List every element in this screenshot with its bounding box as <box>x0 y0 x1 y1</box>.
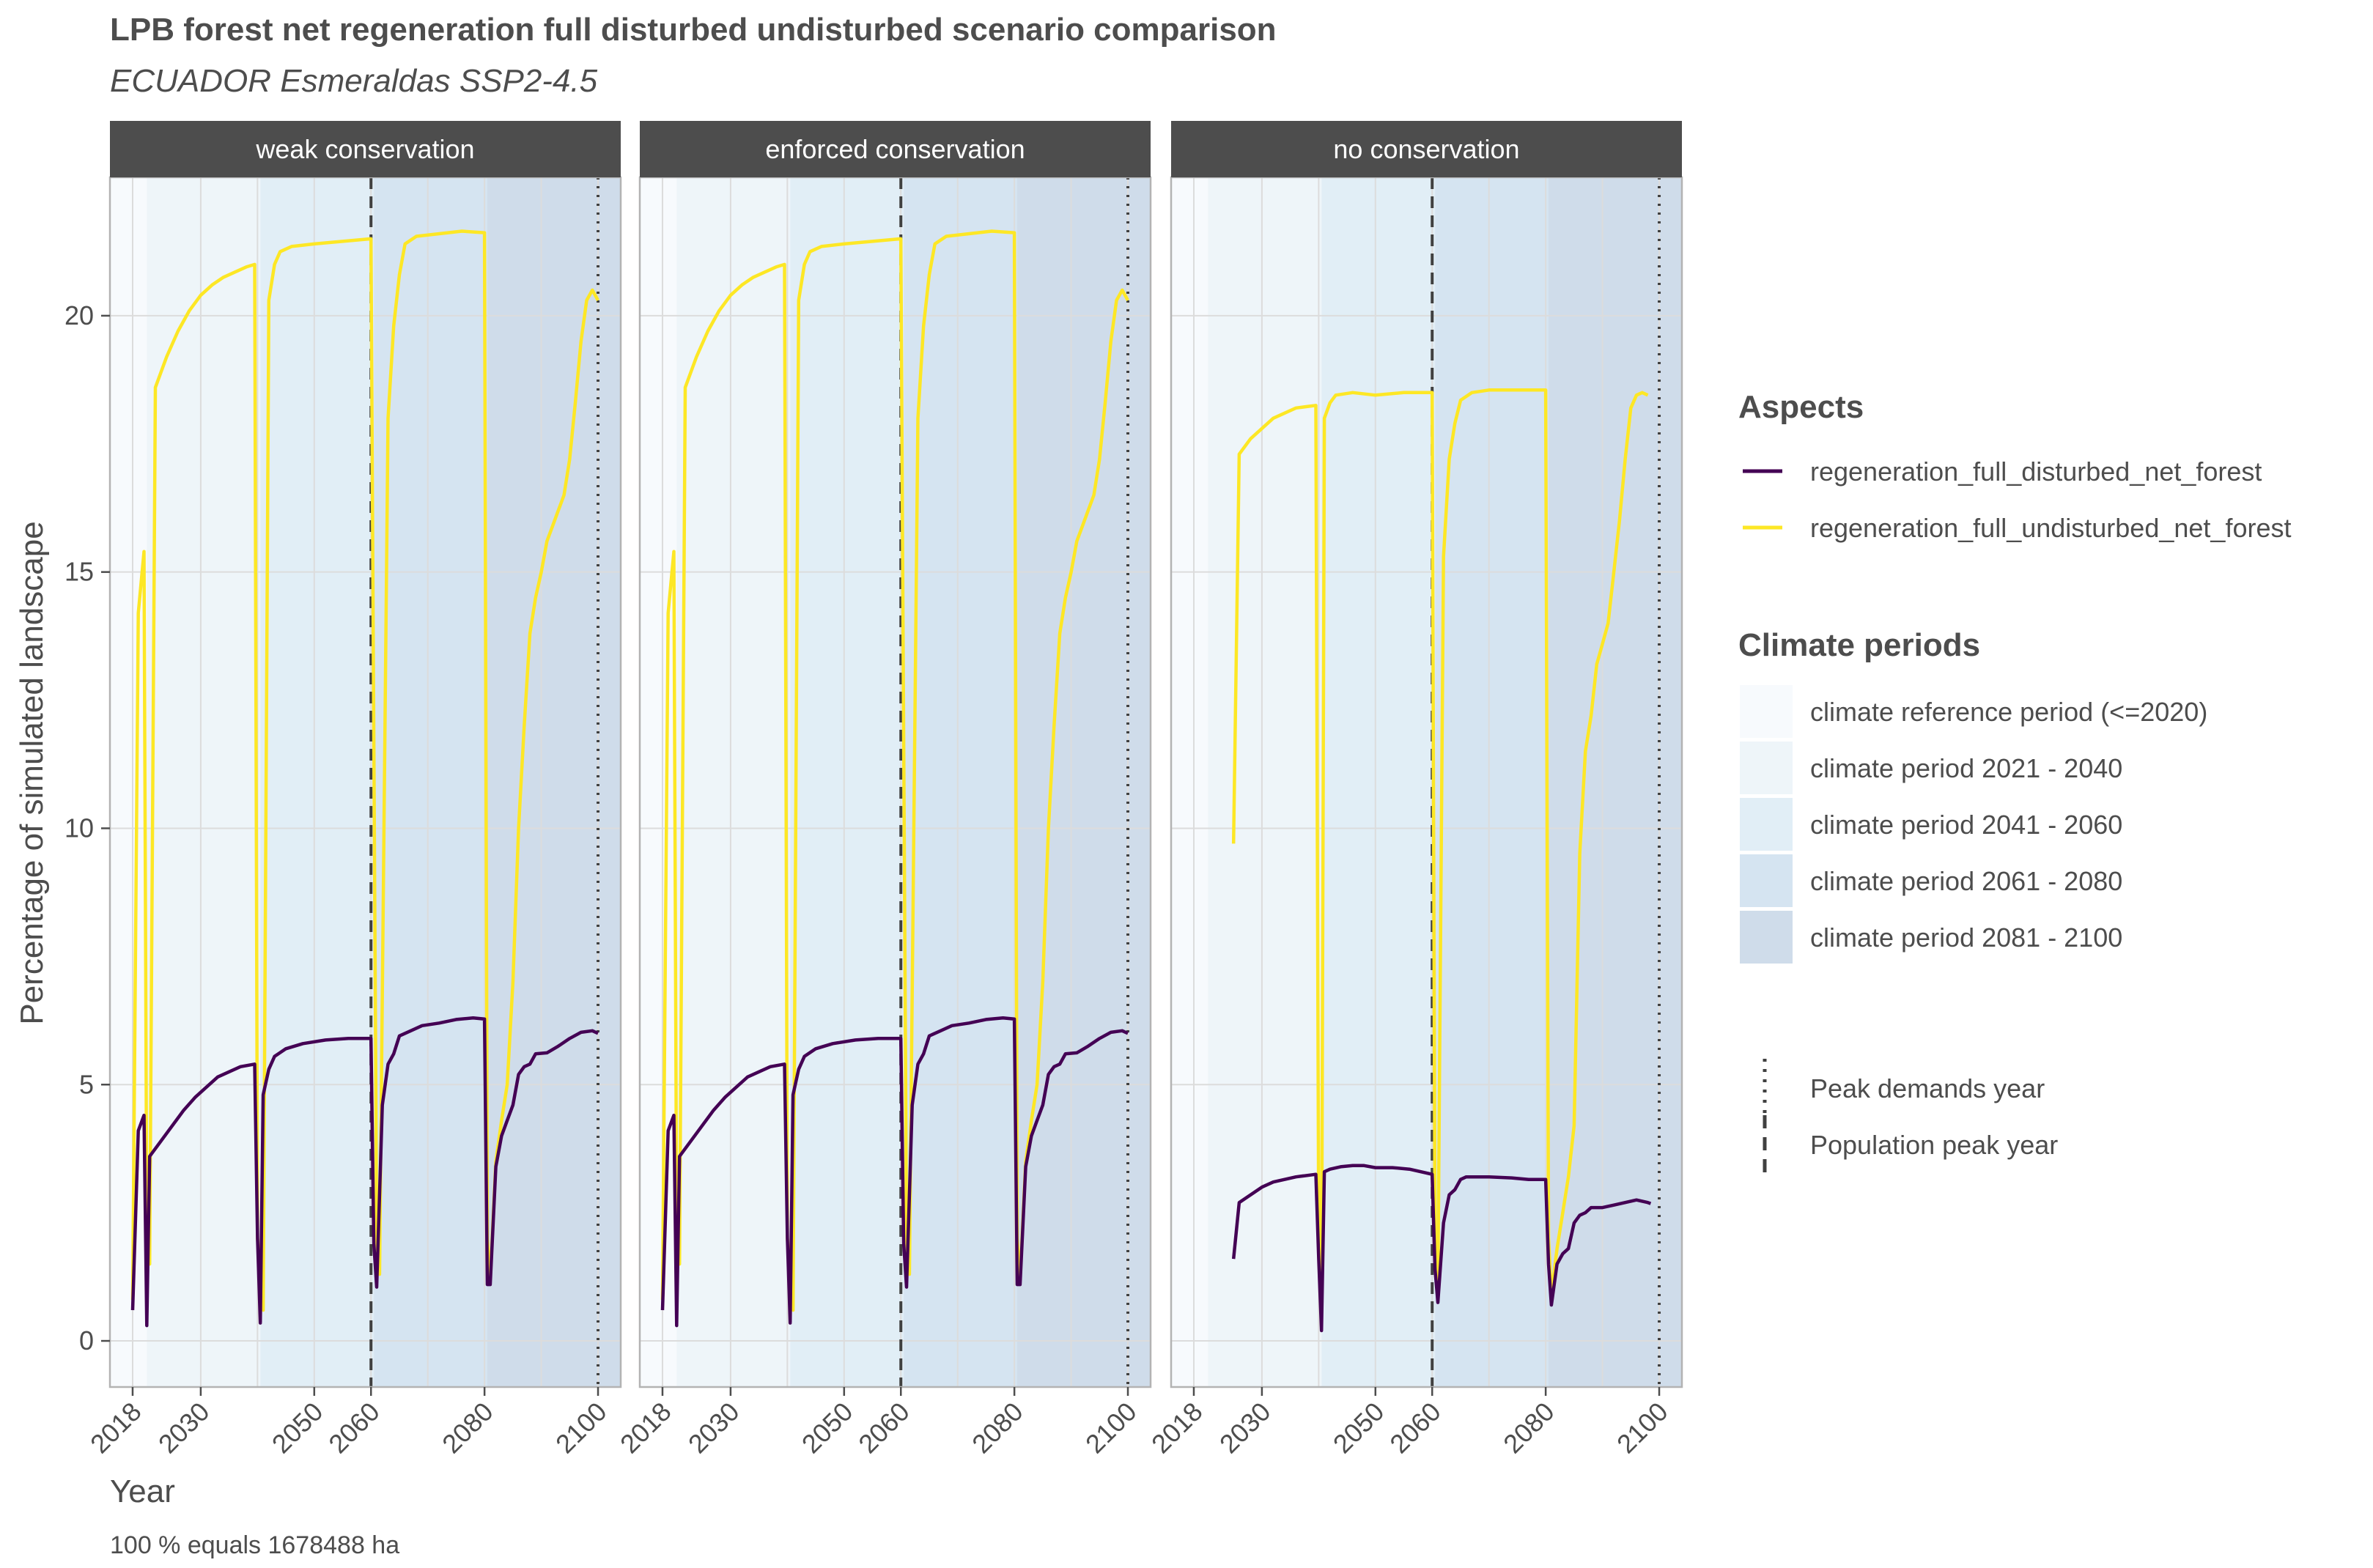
series-line <box>130 1016 599 1328</box>
legend: Aspects regeneration_full_disturbed_net_… <box>1738 389 2291 1172</box>
climate-period-band <box>110 177 147 1387</box>
x-tick-label: 2050 <box>796 1397 859 1460</box>
climate-legend-swatch <box>1740 854 1793 907</box>
climate-period-band <box>790 177 904 1387</box>
series-line <box>130 229 599 1312</box>
legend-item-population-peak: Population peak year <box>1763 1115 2058 1172</box>
x-tick-label: 2080 <box>1497 1397 1560 1460</box>
facet-strip <box>1171 121 1682 177</box>
chart-subtitle: ECUADOR Esmeraldas SSP2-4.5 <box>110 63 598 99</box>
climate-legend-item: climate period 2061 - 2080 <box>1740 854 2122 907</box>
x-tick-label: 2030 <box>152 1397 215 1460</box>
climate-legend-swatch <box>1740 685 1793 738</box>
y-tick-label: 10 <box>64 813 94 843</box>
y-tick-label: 5 <box>79 1069 94 1099</box>
series-line <box>660 1016 1129 1328</box>
y-tick-label: 20 <box>64 300 94 330</box>
x-tick-label: 2018 <box>614 1397 677 1460</box>
climate-period-band <box>904 177 1018 1387</box>
facet-strip-label: enforced conservation <box>765 134 1025 164</box>
climate-period-band <box>1208 177 1322 1387</box>
climate-legend-item: climate period 2081 - 2100 <box>1740 911 2122 964</box>
climate-period-band <box>1017 177 1151 1387</box>
legend-label-disturbed: regeneration_full_disturbed_net_forest <box>1810 456 2262 487</box>
legend-item-undisturbed: regeneration_full_undisturbed_net_forest <box>1743 513 2291 543</box>
climate-legend-label: climate period 2041 - 2060 <box>1810 810 2122 840</box>
climate-period-band <box>260 177 374 1387</box>
x-tick-label: 2100 <box>1080 1397 1143 1460</box>
climate-legend-swatch <box>1740 911 1793 964</box>
series-line <box>1231 1164 1652 1333</box>
x-tick-label: 2080 <box>966 1397 1029 1460</box>
facet-strip-label: no conservation <box>1333 134 1519 164</box>
y-tick-label: 15 <box>64 557 94 587</box>
climate-period-band <box>1321 177 1436 1387</box>
climate-period-band <box>640 177 677 1387</box>
climate-period-band <box>147 177 261 1387</box>
chart-caption: 100 % equals 1678488 ha <box>110 1531 399 1559</box>
x-tick-label: 2060 <box>322 1397 385 1460</box>
climate-legend-label: climate period 2061 - 2080 <box>1810 866 2122 896</box>
legend-item-peak-demands: Peak demands year <box>1763 1059 2045 1114</box>
legend-label-peak-demands: Peak demands year <box>1810 1073 2045 1103</box>
legend-title-climate: Climate periods <box>1738 627 1980 663</box>
climate-legend-label: climate reference period (<=2020) <box>1810 697 2207 727</box>
x-tick-label: 2018 <box>1145 1397 1208 1460</box>
climate-legend-item: climate reference period (<=2020) <box>1740 685 2207 738</box>
climate-period-band <box>1435 177 1549 1387</box>
x-tick-label: 2050 <box>1327 1397 1390 1460</box>
x-tick-label: 2030 <box>1214 1397 1277 1460</box>
x-axis-label: Year <box>110 1473 175 1509</box>
x-tick-label: 2018 <box>84 1397 147 1460</box>
facet-strip <box>110 121 621 177</box>
climate-period-band <box>676 177 791 1387</box>
legend-label-undisturbed: regeneration_full_undisturbed_net_forest <box>1810 513 2291 543</box>
y-tick-label: 0 <box>79 1325 94 1356</box>
x-tick-label: 2100 <box>1611 1397 1674 1460</box>
legend-label-population-peak: Population peak year <box>1810 1130 2058 1160</box>
x-tick-label: 2050 <box>266 1397 329 1460</box>
climate-legend-swatch <box>1740 742 1793 794</box>
chart-title: LPB forest net regeneration full disturb… <box>110 12 1277 48</box>
x-tick-label: 2060 <box>1384 1397 1447 1460</box>
climate-legend-label: climate period 2021 - 2040 <box>1810 753 2122 783</box>
x-tick-label: 2080 <box>436 1397 499 1460</box>
facet-strip <box>640 121 1151 177</box>
legend-item-disturbed: regeneration_full_disturbed_net_forest <box>1743 456 2262 487</box>
climate-legend-item: climate period 2021 - 2040 <box>1740 742 2122 794</box>
climate-legend-swatch <box>1740 798 1793 851</box>
climate-legend-item: climate period 2041 - 2060 <box>1740 798 2122 851</box>
legend-title-aspects: Aspects <box>1738 389 1864 425</box>
climate-legend: climate reference period (<=2020) climate… <box>1740 685 2207 964</box>
climate-legend-label: climate period 2081 - 2100 <box>1810 922 2122 953</box>
facet-strip-label: weak conservation <box>255 134 474 164</box>
climate-period-band <box>487 177 621 1387</box>
x-tick-label: 2030 <box>682 1397 745 1460</box>
x-tick-label: 2060 <box>852 1397 915 1460</box>
x-tick-label: 2100 <box>550 1397 613 1460</box>
series-line <box>660 229 1129 1312</box>
climate-period-band <box>1171 177 1208 1387</box>
series-line <box>1231 388 1649 1328</box>
climate-period-band <box>374 177 488 1387</box>
y-axis-label: Percentage of simulated landscape <box>14 521 50 1024</box>
